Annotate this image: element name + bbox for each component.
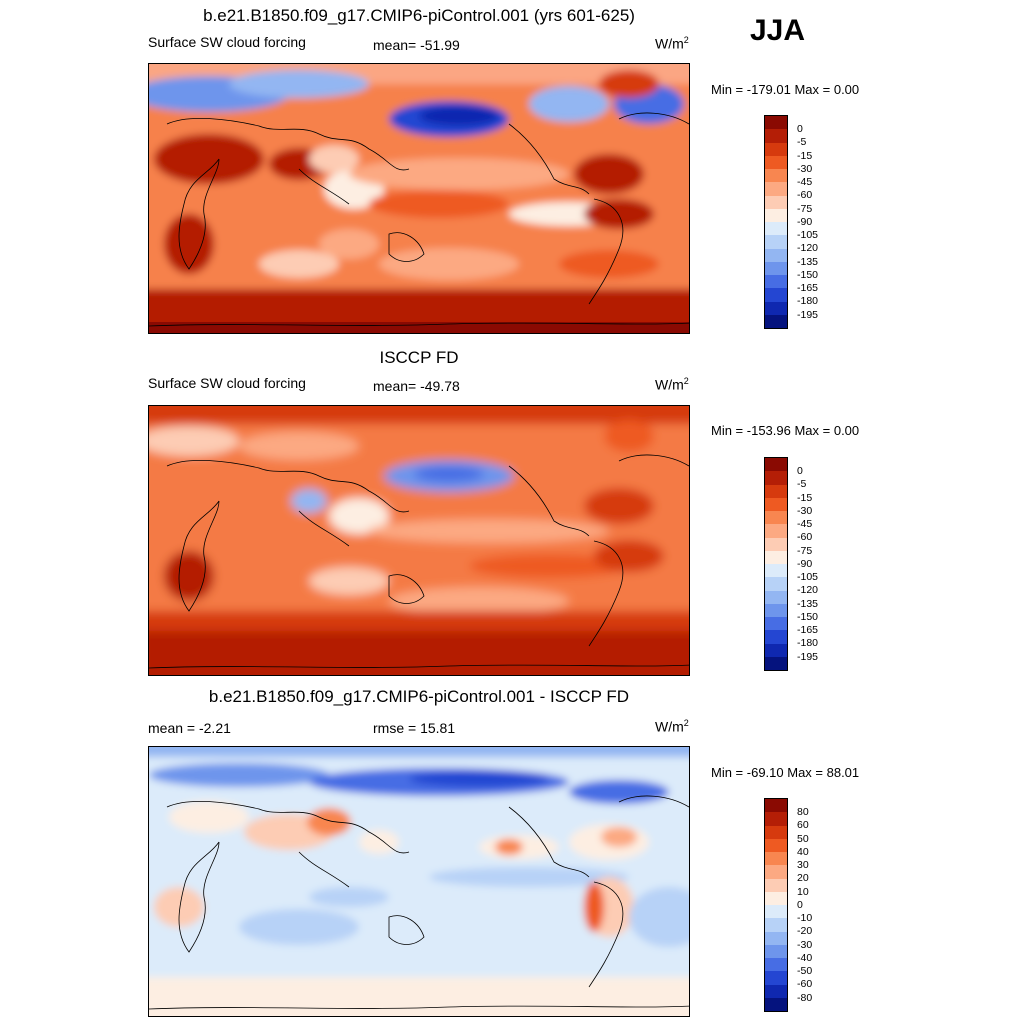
panel-1-tick: -75: [797, 202, 813, 215]
panel-3-tick: -10: [797, 912, 813, 924]
panel-3-tick: 20: [797, 872, 809, 885]
panel-3-tick: -50: [797, 965, 813, 977]
panel-3-tick: 0: [797, 898, 803, 911]
panel-2-title: ISCCP FD: [379, 348, 459, 367]
panel-1-tick: -30: [797, 162, 813, 175]
panel-3-rmse-label: rmse = 15.81: [373, 720, 456, 736]
panel-2-tick: 0: [797, 465, 803, 477]
panel-3-tick: 60: [797, 819, 809, 832]
panel-1-mean-label: mean= -51.99: [373, 37, 460, 53]
panel-1-tick: -180: [797, 295, 819, 308]
panel-2-tick: -90: [797, 557, 813, 570]
panel-1-map: [148, 63, 690, 334]
panel-1-tick: -60: [797, 189, 813, 202]
panel-3-tick: 30: [797, 859, 809, 871]
panel-2-tick: -135: [797, 597, 819, 610]
panel-3-title: b.e21.B1850.f09_g17.CMIP6-piControl.001 …: [208, 687, 630, 706]
panel-3-minmax: Min = -69.10 Max = 88.01: [711, 765, 860, 780]
panel-2-tick: -150: [797, 610, 819, 623]
panel-2-variable-label: Surface SW cloud forcing: [148, 375, 306, 391]
panel-1-tick: -165: [797, 282, 819, 294]
panel-3-tick: 80: [797, 806, 809, 818]
panel-1-tick: -120: [797, 242, 819, 255]
panel-2-tick: -165: [797, 624, 819, 636]
panel-2-tick: -30: [797, 504, 813, 517]
panel-1-units: W/m2: [655, 35, 689, 52]
panel-1-tick: -5: [797, 136, 807, 149]
panel-2-minmax: Min = -153.96 Max = 0.00: [711, 423, 860, 438]
panel-1-minmax: Min = -179.01 Max = 0.00: [711, 82, 860, 97]
panel-3-tick: -80: [797, 991, 813, 1004]
season-label: JJA: [750, 14, 806, 47]
panel-3-units: W/m2: [655, 718, 689, 735]
panel-3-tick: -40: [797, 951, 813, 964]
panel-1-tick: -15: [797, 149, 813, 162]
panel-2-tick: -105: [797, 571, 819, 583]
panel-3-tick: -60: [797, 978, 813, 991]
panel-1-tick: -135: [797, 255, 819, 268]
panel-1-variable-label: Surface SW cloud forcing: [148, 34, 306, 50]
panel-2-colorbar: [764, 457, 788, 671]
panel-3-tick: 40: [797, 845, 809, 858]
panel-3-tick: -20: [797, 925, 813, 938]
panel-2-tick: -180: [797, 637, 819, 650]
panel-2-mean-label: mean= -49.78: [373, 378, 460, 394]
panel-1-tick: -105: [797, 229, 819, 241]
panel-2-tick: -75: [797, 544, 813, 557]
panel-1-tick: 0: [797, 123, 803, 135]
panel-2-units: W/m2: [655, 376, 689, 393]
panel-1-title: b.e21.B1850.f09_g17.CMIP6-piControl.001 …: [203, 6, 635, 25]
panel-2-tick: -120: [797, 584, 819, 597]
panel-3-map: [148, 746, 690, 1017]
panel-1-tick: -195: [797, 308, 819, 321]
panel-1-colorbar: [764, 115, 788, 329]
panel-2-map: [148, 405, 690, 676]
panel-2-tick: -5: [797, 478, 807, 491]
panel-1-tick: -45: [797, 176, 813, 188]
panel-3-mean-label: mean = -2.21: [148, 720, 231, 736]
panel-3-tick: 10: [797, 885, 809, 898]
panel-2-tick: -195: [797, 650, 819, 663]
panel-1-tick: -150: [797, 268, 819, 281]
panel-2-tick: -15: [797, 491, 813, 504]
panel-3-tick: -30: [797, 938, 813, 951]
panel-1-tick: -90: [797, 215, 813, 228]
panel-2-tick: -60: [797, 531, 813, 544]
panel-2-tick: -45: [797, 518, 813, 530]
panel-3-tick: 50: [797, 832, 809, 845]
panel-3-colorbar: [764, 798, 788, 1012]
